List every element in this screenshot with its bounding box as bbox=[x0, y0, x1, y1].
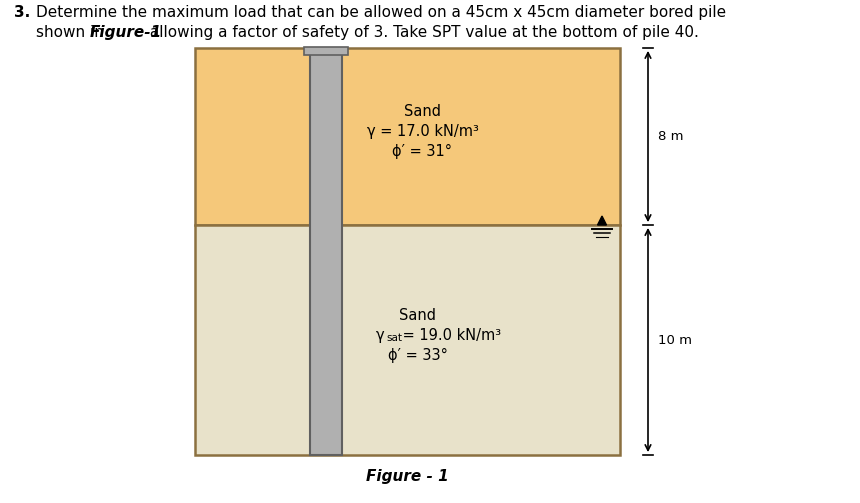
Polygon shape bbox=[598, 216, 606, 225]
Text: ϕ′ = 31°: ϕ′ = 31° bbox=[392, 144, 452, 159]
Text: Figure-1: Figure-1 bbox=[90, 25, 163, 40]
Text: sat: sat bbox=[386, 333, 402, 343]
Text: 8 m: 8 m bbox=[658, 130, 684, 143]
Text: Determine the maximum load that can be allowed on a 45cm x 45cm diameter bored p: Determine the maximum load that can be a… bbox=[36, 5, 726, 20]
Text: γ = 17.0 kN/m³: γ = 17.0 kN/m³ bbox=[366, 124, 478, 139]
Text: Sand: Sand bbox=[404, 104, 441, 119]
Bar bbox=[195, 48, 620, 225]
Text: 10 m: 10 m bbox=[658, 333, 692, 347]
Bar bbox=[304, 47, 348, 55]
Text: Sand: Sand bbox=[399, 307, 436, 322]
Bar bbox=[195, 225, 620, 455]
Text: = 19.0 kN/m³: = 19.0 kN/m³ bbox=[397, 327, 501, 343]
Text: 3.: 3. bbox=[14, 5, 30, 20]
Text: shown in: shown in bbox=[36, 25, 108, 40]
Text: ϕ′ = 33°: ϕ′ = 33° bbox=[388, 348, 447, 363]
Text: Figure - 1: Figure - 1 bbox=[366, 469, 449, 484]
Bar bbox=[310, 48, 342, 455]
Text: allowing a factor of safety of 3. Take SPT value at the bottom of pile 40.: allowing a factor of safety of 3. Take S… bbox=[145, 25, 699, 40]
Text: γ: γ bbox=[376, 327, 384, 343]
